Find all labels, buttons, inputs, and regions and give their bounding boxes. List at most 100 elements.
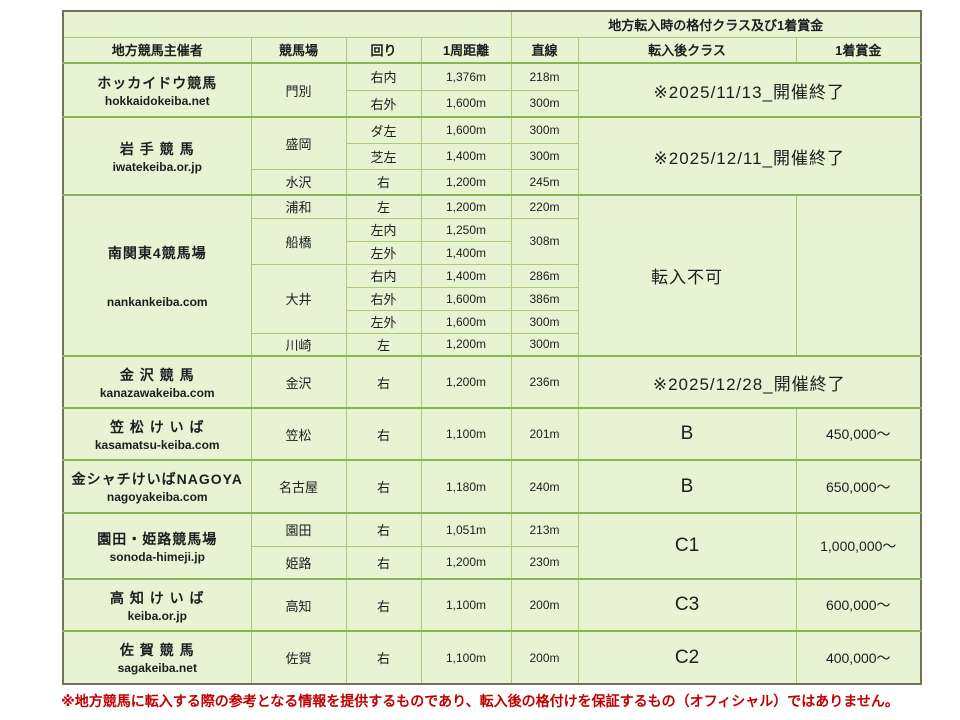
turn-cell: 芝左	[345, 142, 422, 170]
straight-cell: 300m	[510, 142, 579, 170]
straight-cell: 300m	[510, 332, 579, 357]
straight-cell: 286m	[510, 263, 579, 288]
organizer-cell: 南関東4競馬場 nankankeiba.com	[62, 194, 252, 357]
lap-distance-cell: 1,600m	[420, 89, 512, 118]
turn-cell: 右	[345, 630, 422, 685]
table-row: 高 知 け い ば keiba.or.jp 高知 右 1,100m 200m C…	[62, 578, 922, 632]
lap-distance-cell: 1,200m	[420, 545, 512, 580]
turn-cell: 右外	[345, 286, 422, 311]
straight-cell: 230m	[510, 545, 579, 580]
lap-distance-cell: 1,600m	[420, 116, 512, 144]
turn-cell: 右	[345, 578, 422, 632]
turn-cell: 左外	[345, 309, 422, 334]
lap-distance-cell: 1,376m	[420, 62, 512, 91]
lap-distance-cell: 1,100m	[420, 578, 512, 632]
organizer-name: 園田・姫路競馬場	[97, 530, 218, 547]
prize-cell: 600,000～	[795, 578, 922, 632]
lap-distance-cell: 1,400m	[420, 142, 512, 170]
prize-cell: 450,000～	[795, 407, 922, 461]
table-row: 水沢 右 1,200m 245m	[63, 168, 921, 196]
closed-message-cell: ※2025/12/11_開催終了	[577, 116, 922, 196]
disclaimer-note: ※地方競馬に転入する際の参考となる情報を提供するものであり、転入後の格付けを保証…	[61, 693, 899, 709]
column-header-organizer: 地方競馬主催者	[62, 36, 252, 64]
straight-cell: 240m	[510, 459, 579, 514]
turn-cell: 左	[345, 332, 422, 357]
organizer-domain: kasamatsu-keiba.com	[94, 437, 220, 452]
turn-cell: 右	[345, 512, 422, 547]
venue-cell: 名古屋	[250, 459, 347, 514]
straight-cell: 213m	[510, 512, 579, 547]
prize-cell: 400,000～	[795, 630, 922, 685]
venue-cell: 川崎	[250, 332, 347, 357]
column-header-turn: 回り	[345, 36, 422, 64]
straight-cell: 218m	[510, 62, 579, 91]
organizer-domain: kanazawakeiba.com	[99, 385, 215, 400]
table-row: 芝左 1,400m 300m	[63, 142, 921, 170]
venue-cell: 金沢	[250, 355, 347, 409]
organizer-domain: hokkaidokeiba.net	[104, 93, 210, 108]
straight-cell: 245m	[510, 168, 579, 196]
local-racing-table-wrap: 地方転入時の格付クラス及び1着賞金 地方競馬主催者 競馬場 回り 1周距離 直線…	[62, 10, 923, 685]
turn-cell: 右	[345, 407, 422, 461]
organizer-cell: 笠 松 け い ば kasamatsu-keiba.com	[62, 407, 252, 461]
column-header-first-prize: 1着賞金	[795, 36, 922, 64]
table-row: 地方競馬主催者 競馬場 回り 1周距離 直線 転入後クラス 1着賞金	[62, 36, 922, 64]
organizer-name: 南関東4競馬場	[107, 244, 207, 261]
table-row: 船橋 左内 1,250m 308m	[63, 217, 921, 265]
straight-cell: 386m	[510, 286, 579, 311]
empty-prize-cell	[795, 194, 922, 357]
no-entry-cell: 転入不可	[577, 194, 797, 357]
lap-distance-cell: 1,200m	[420, 332, 512, 357]
organizer-name: 笠 松 け い ば	[109, 418, 205, 435]
organizer-name: 金シャチけいばNAGOYA	[71, 471, 243, 487]
table-row: 地方転入時の格付クラス及び1着賞金	[62, 10, 922, 38]
venue-cell: 姫路	[250, 545, 347, 580]
table-row: 園田・姫路競馬場 sonoda-himeji.jp 園田 右 1,051m 21…	[62, 512, 922, 580]
table-row: 南関東4競馬場 nankankeiba.com 浦和 左 1,200m 220m…	[62, 194, 922, 357]
table-row: 右外 1,600m 300m	[63, 89, 921, 118]
class-cell: C3	[577, 578, 797, 632]
closed-message-cell: ※2025/12/28_開催終了	[577, 355, 922, 409]
turn-cell: 左外	[345, 240, 422, 265]
table-row: 右外 1,600m 386m	[63, 286, 921, 311]
organizer-name: 佐 賀 競 馬	[119, 642, 195, 658]
turn-cell: 右内	[345, 263, 422, 288]
table-row: 金 沢 競 馬 kanazawakeiba.com 金沢 右 1,200m 23…	[62, 355, 922, 409]
prize-cell: 650,000～	[795, 459, 922, 514]
organizer-name: ホッカイドウ競馬	[97, 74, 218, 91]
organizer-name: 金 沢 競 馬	[119, 366, 195, 383]
turn-cell: 右外	[345, 89, 422, 118]
turn-cell: 左	[345, 194, 422, 219]
lap-distance-cell: 1,250m	[420, 217, 512, 242]
lap-distance-cell: 1,600m	[420, 286, 512, 311]
venue-cell: 笠松	[250, 407, 347, 461]
class-cell: C1	[577, 512, 797, 580]
lap-distance-cell: 1,051m	[420, 512, 512, 547]
table-row: 金シャチけいばNAGOYA nagoyakeiba.com 名古屋 右 1,18…	[62, 459, 922, 514]
lap-distance-cell: 1,100m	[420, 630, 512, 685]
lap-distance-cell: 1,600m	[420, 309, 512, 334]
venue-cell: 船橋	[250, 217, 347, 265]
lap-distance-cell: 1,400m	[420, 240, 512, 265]
organizer-cell: 金シャチけいばNAGOYA nagoyakeiba.com	[62, 459, 252, 514]
venue-cell: 高知	[250, 578, 347, 632]
column-header-racecourse: 競馬場	[250, 36, 347, 64]
organizer-domain: nagoyakeiba.com	[106, 490, 208, 504]
straight-cell: 300m	[510, 309, 579, 334]
organizer-domain: sonoda-himeji.jp	[109, 549, 205, 564]
table-row: 左外 1,600m 300m	[63, 309, 921, 334]
straight-cell: 220m	[510, 194, 579, 219]
table-row: 笠 松 け い ば kasamatsu-keiba.com 笠松 右 1,100…	[62, 407, 922, 461]
organizer-domain: keiba.or.jp	[127, 608, 187, 623]
organizer-name: 高 知 け い ば	[109, 589, 205, 606]
venue-cell: 盛岡	[250, 116, 347, 170]
lap-distance-cell: 1,200m	[420, 194, 512, 219]
turn-cell: 左内	[345, 217, 422, 242]
organizer-name: 岩 手 競 馬	[119, 140, 195, 157]
lap-distance-cell: 1,180m	[420, 459, 512, 514]
lap-distance-cell: 1,100m	[420, 407, 512, 461]
lap-distance-cell: 1,400m	[420, 263, 512, 288]
venue-cell: 浦和	[250, 194, 347, 219]
straight-cell: 200m	[510, 630, 579, 685]
venue-cell: 水沢	[250, 168, 347, 196]
